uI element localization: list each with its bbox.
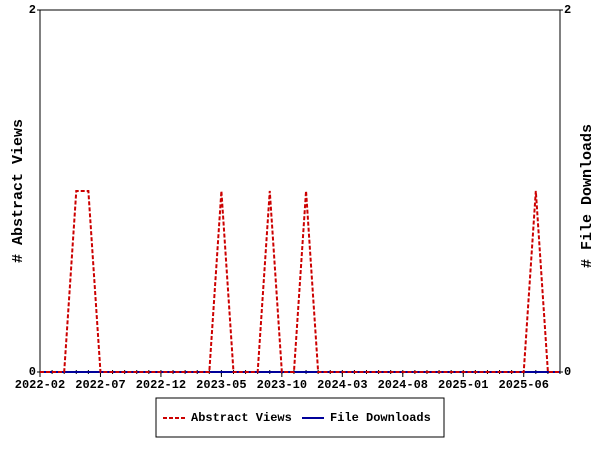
y2-axis-label: # File Downloads — [579, 124, 596, 268]
x-tick-label: 2022-12 — [136, 378, 186, 392]
x-tick-label: 2025-06 — [499, 378, 549, 392]
x-tick-label: 2022-02 — [15, 378, 65, 392]
y-axis-label: # Abstract Views — [10, 119, 27, 263]
legend-box — [155, 397, 445, 438]
y-tick-label: 2 — [29, 3, 36, 17]
x-tick-label: 2024-08 — [378, 378, 428, 392]
x-tick-label: 2023-10 — [257, 378, 307, 392]
y2-tick-label: 2 — [564, 3, 571, 17]
legend-label: Abstract Views — [191, 411, 292, 425]
plot-frame — [39, 9, 561, 373]
series-line — [40, 190, 560, 373]
y-tick-label: 0 — [29, 365, 36, 379]
y2-tick-label: 0 — [564, 365, 571, 379]
legend-label: File Downloads — [330, 411, 431, 425]
x-tick-label: 2025-01 — [438, 378, 488, 392]
x-tick-label: 2023-05 — [196, 378, 246, 392]
x-tick-label: 2022-07 — [75, 378, 125, 392]
x-tick-label: 2024-03 — [317, 378, 367, 392]
